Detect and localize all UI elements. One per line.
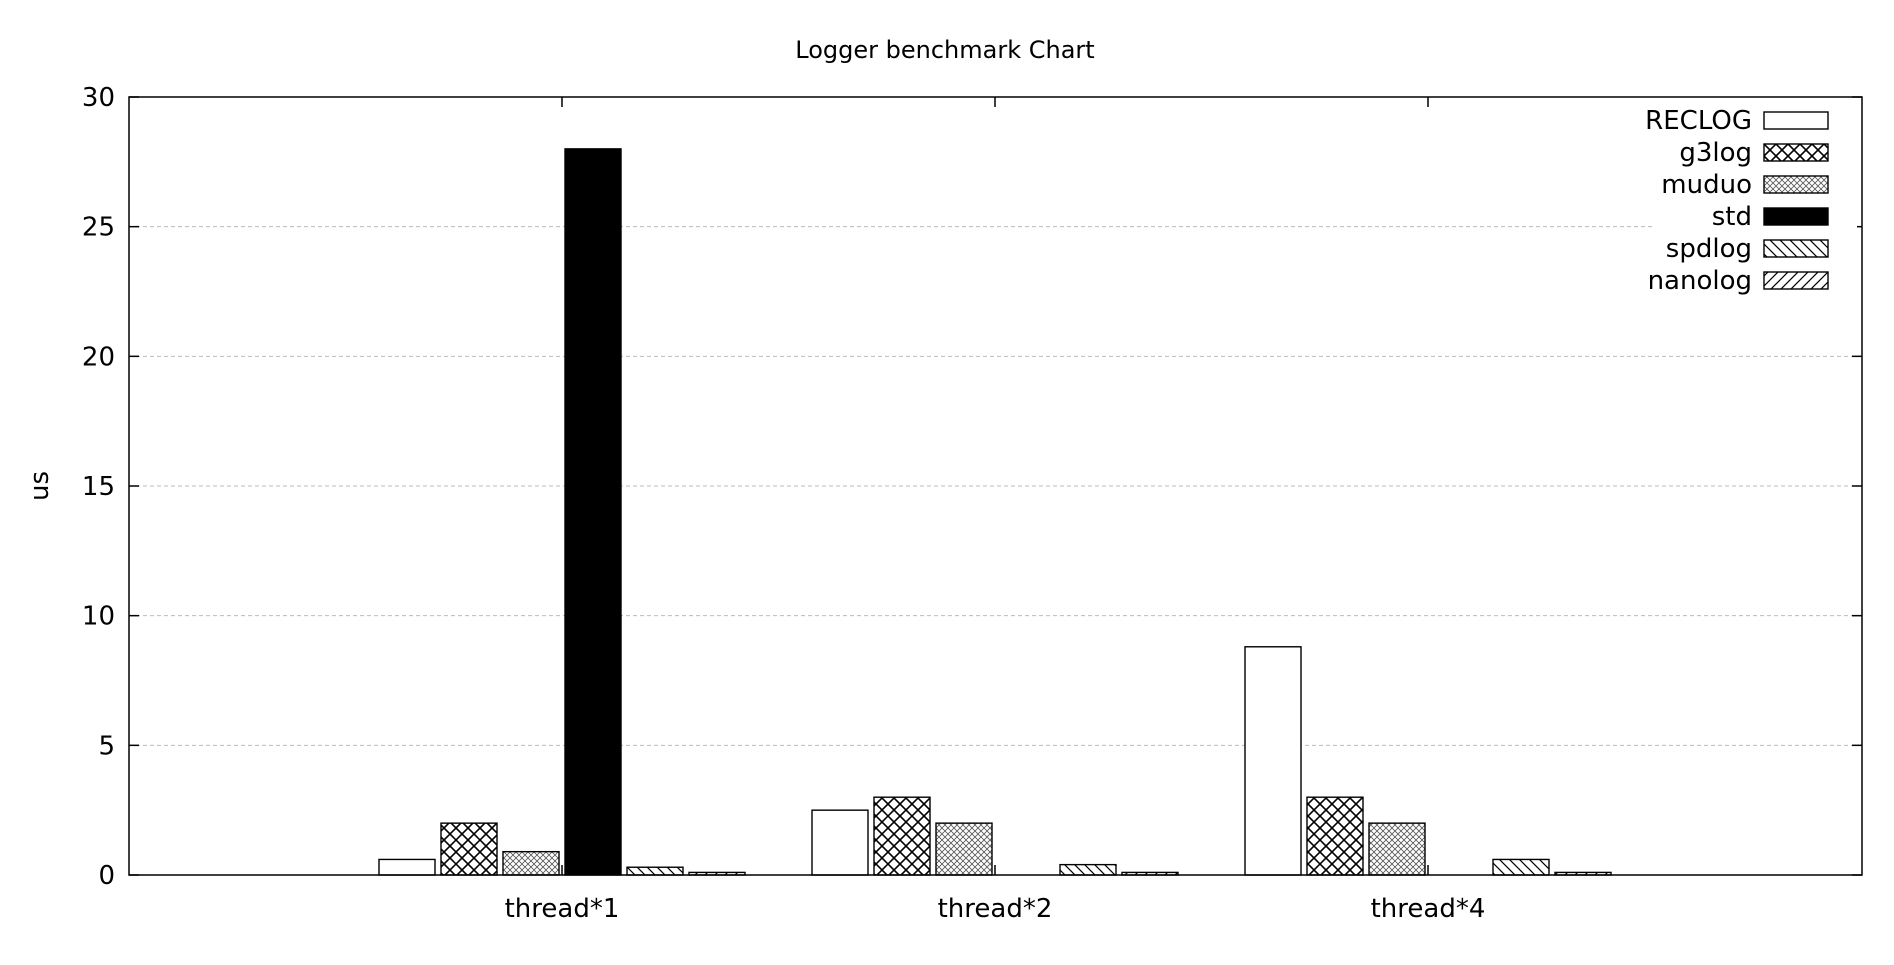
y-tick-label: 20: [82, 342, 115, 372]
bar-muduo-2: [935, 822, 993, 876]
y-tick-label: 15: [82, 472, 115, 502]
legend-label-g3log: g3log: [1679, 138, 1752, 168]
bar-reclog-3: [1244, 646, 1302, 876]
bar-g3log-2: [873, 796, 931, 876]
bar-muduo-1: [502, 850, 560, 876]
legend-swatch-nanolog: [1763, 271, 1829, 290]
bar-reclog-1: [378, 858, 436, 876]
legend-label-std: std: [1712, 202, 1752, 232]
bar-reclog-2: [811, 809, 869, 876]
legend-background: [1652, 104, 1857, 304]
bar-spdlog-2: [1059, 863, 1117, 876]
legend-swatch-spdlog: [1763, 239, 1829, 258]
legend-label-reclog: RECLOG: [1645, 106, 1752, 136]
legend-swatch-reclog: [1763, 111, 1829, 130]
bars-layer: [378, 148, 1612, 876]
legend-swatch-muduo: [1763, 175, 1829, 194]
bar-std-1: [564, 148, 622, 876]
legend-label-nanolog: nanolog: [1648, 266, 1752, 296]
bar-g3log-1: [440, 822, 498, 876]
y-tick-label: 30: [82, 83, 115, 113]
bar-spdlog-3: [1492, 858, 1550, 876]
x-tick-label: thread*4: [1371, 894, 1486, 924]
chart-title: Logger benchmark Chart: [795, 36, 1094, 64]
bar-muduo-3: [1368, 822, 1426, 876]
x-tick-label: thread*2: [938, 894, 1053, 924]
y-tick-label: 0: [98, 861, 115, 891]
y-axis-label: us: [25, 471, 55, 501]
bar-g3log-3: [1306, 796, 1364, 876]
legend-swatch-std: [1763, 207, 1829, 226]
legend-label-muduo: muduo: [1661, 170, 1752, 200]
y-tick-labels: 0 5 10 15 20 25 30: [82, 83, 115, 891]
y-tick-label: 5: [98, 731, 115, 761]
x-tick-label: thread*1: [505, 894, 620, 924]
x-tick-labels: thread*1 thread*2 thread*4: [505, 894, 1486, 924]
legend-swatch-g3log: [1763, 143, 1829, 162]
legend-label-spdlog: spdlog: [1666, 234, 1752, 264]
bar-spdlog-1: [626, 866, 684, 876]
tick-marks: [129, 96, 1862, 876]
y-tick-label: 10: [82, 602, 115, 632]
grid-lines: [129, 226, 1862, 746]
y-tick-label: 25: [82, 213, 115, 243]
